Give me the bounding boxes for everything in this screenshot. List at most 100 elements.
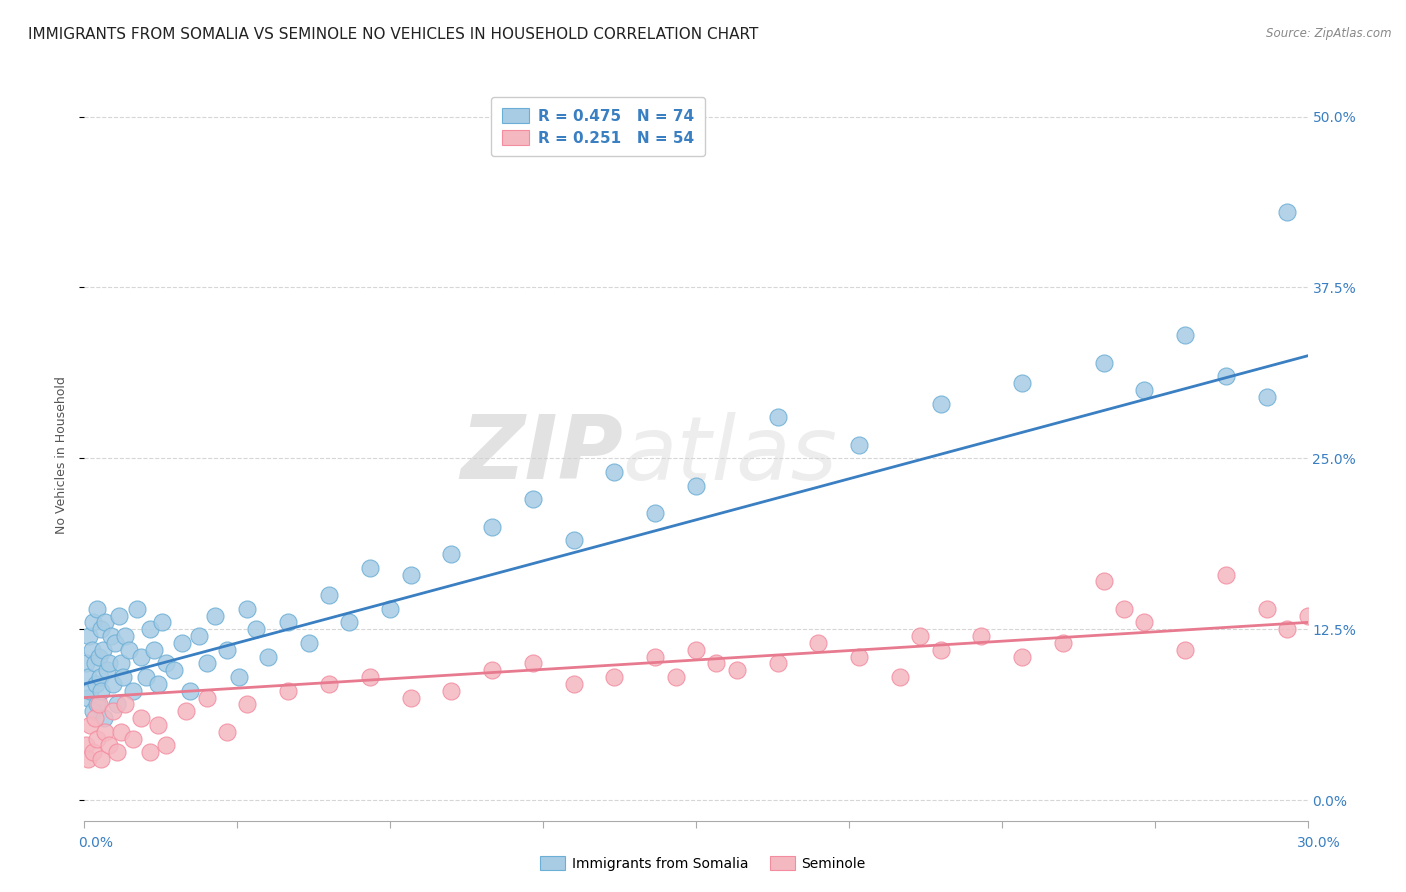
Point	[1215, 369, 1237, 384]
Point	[135, 670, 157, 684]
Point	[399, 690, 422, 705]
Point	[82, 745, 104, 759]
Point	[929, 397, 952, 411]
Point	[665, 670, 688, 684]
Point	[77, 752, 100, 766]
Point	[150, 615, 173, 630]
Point	[929, 642, 952, 657]
Point	[277, 683, 299, 698]
Point	[101, 704, 124, 718]
Point	[889, 670, 911, 684]
Point	[766, 657, 789, 671]
Point	[75, 657, 97, 671]
Point	[440, 547, 463, 561]
Point	[399, 567, 422, 582]
Point	[1256, 601, 1278, 615]
Point	[100, 629, 122, 643]
Point	[104, 636, 127, 650]
Point	[217, 642, 239, 657]
Point	[155, 739, 177, 753]
Point	[76, 690, 98, 705]
Point	[172, 636, 194, 650]
Point	[1174, 328, 1197, 343]
Point	[93, 711, 115, 725]
Point	[603, 465, 626, 479]
Point	[155, 657, 177, 671]
Point	[848, 649, 870, 664]
Point	[685, 478, 707, 492]
Point	[138, 622, 160, 636]
Point	[101, 677, 124, 691]
Point	[359, 670, 381, 684]
Point	[86, 698, 108, 712]
Text: Source: ZipAtlas.com: Source: ZipAtlas.com	[1267, 27, 1392, 40]
Point	[142, 642, 165, 657]
Point	[86, 601, 108, 615]
Point	[1114, 601, 1136, 615]
Point	[79, 683, 101, 698]
Point	[131, 711, 153, 725]
Point	[87, 698, 110, 712]
Point	[79, 718, 101, 732]
Point	[1133, 383, 1156, 397]
Point	[97, 657, 120, 671]
Point	[236, 698, 259, 712]
Point	[75, 739, 97, 753]
Point	[236, 601, 259, 615]
Point	[481, 519, 503, 533]
Point	[1215, 567, 1237, 582]
Point	[90, 752, 112, 766]
Point	[146, 718, 169, 732]
Point	[97, 739, 120, 753]
Point	[339, 615, 361, 630]
Point	[83, 711, 105, 725]
Point	[277, 615, 299, 630]
Point	[122, 683, 145, 698]
Text: 0.0%: 0.0%	[79, 836, 112, 850]
Point	[187, 629, 209, 643]
Point	[112, 670, 135, 684]
Point	[105, 745, 128, 759]
Point	[127, 601, 149, 615]
Point	[1256, 390, 1278, 404]
Point	[1277, 205, 1299, 219]
Legend: R = 0.475   N = 74, R = 0.251   N = 54: R = 0.475 N = 74, R = 0.251 N = 54	[491, 97, 706, 156]
Point	[1277, 622, 1299, 636]
Point	[90, 683, 112, 698]
Point	[93, 615, 115, 630]
Point	[359, 560, 381, 574]
Point	[93, 724, 115, 739]
Point	[108, 608, 131, 623]
Legend: Immigrants from Somalia, Seminole: Immigrants from Somalia, Seminole	[534, 850, 872, 876]
Point	[910, 629, 932, 643]
Point	[298, 636, 321, 650]
Point	[562, 533, 585, 548]
Point	[122, 731, 145, 746]
Point	[118, 642, 141, 657]
Point	[522, 492, 544, 507]
Text: atlas: atlas	[623, 412, 838, 498]
Point	[706, 657, 728, 671]
Point	[1092, 356, 1115, 370]
Point	[522, 657, 544, 671]
Y-axis label: No Vehicles in Household: No Vehicles in Household	[55, 376, 67, 533]
Point	[1011, 649, 1033, 664]
Point	[163, 663, 186, 677]
Point	[96, 663, 118, 677]
Point	[89, 670, 111, 684]
Point	[83, 657, 105, 671]
Point	[91, 642, 114, 657]
Point	[1133, 615, 1156, 630]
Point	[380, 601, 402, 615]
Point	[87, 649, 110, 664]
Point	[131, 649, 153, 664]
Point	[217, 724, 239, 739]
Point	[318, 588, 340, 602]
Point	[105, 698, 128, 712]
Point	[440, 683, 463, 698]
Point	[195, 690, 218, 705]
Point	[82, 615, 104, 630]
Text: IMMIGRANTS FROM SOMALIA VS SEMINOLE NO VEHICLES IN HOUSEHOLD CORRELATION CHART: IMMIGRANTS FROM SOMALIA VS SEMINOLE NO V…	[28, 27, 758, 42]
Point	[138, 745, 160, 759]
Point	[195, 657, 218, 671]
